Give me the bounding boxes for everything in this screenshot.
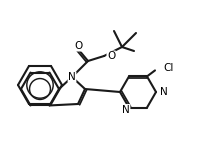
Text: O: O	[107, 51, 115, 61]
Text: N: N	[68, 72, 76, 82]
Text: N: N	[160, 87, 168, 97]
Text: O: O	[75, 41, 83, 51]
Text: Cl: Cl	[163, 63, 173, 73]
Text: N: N	[122, 105, 130, 115]
